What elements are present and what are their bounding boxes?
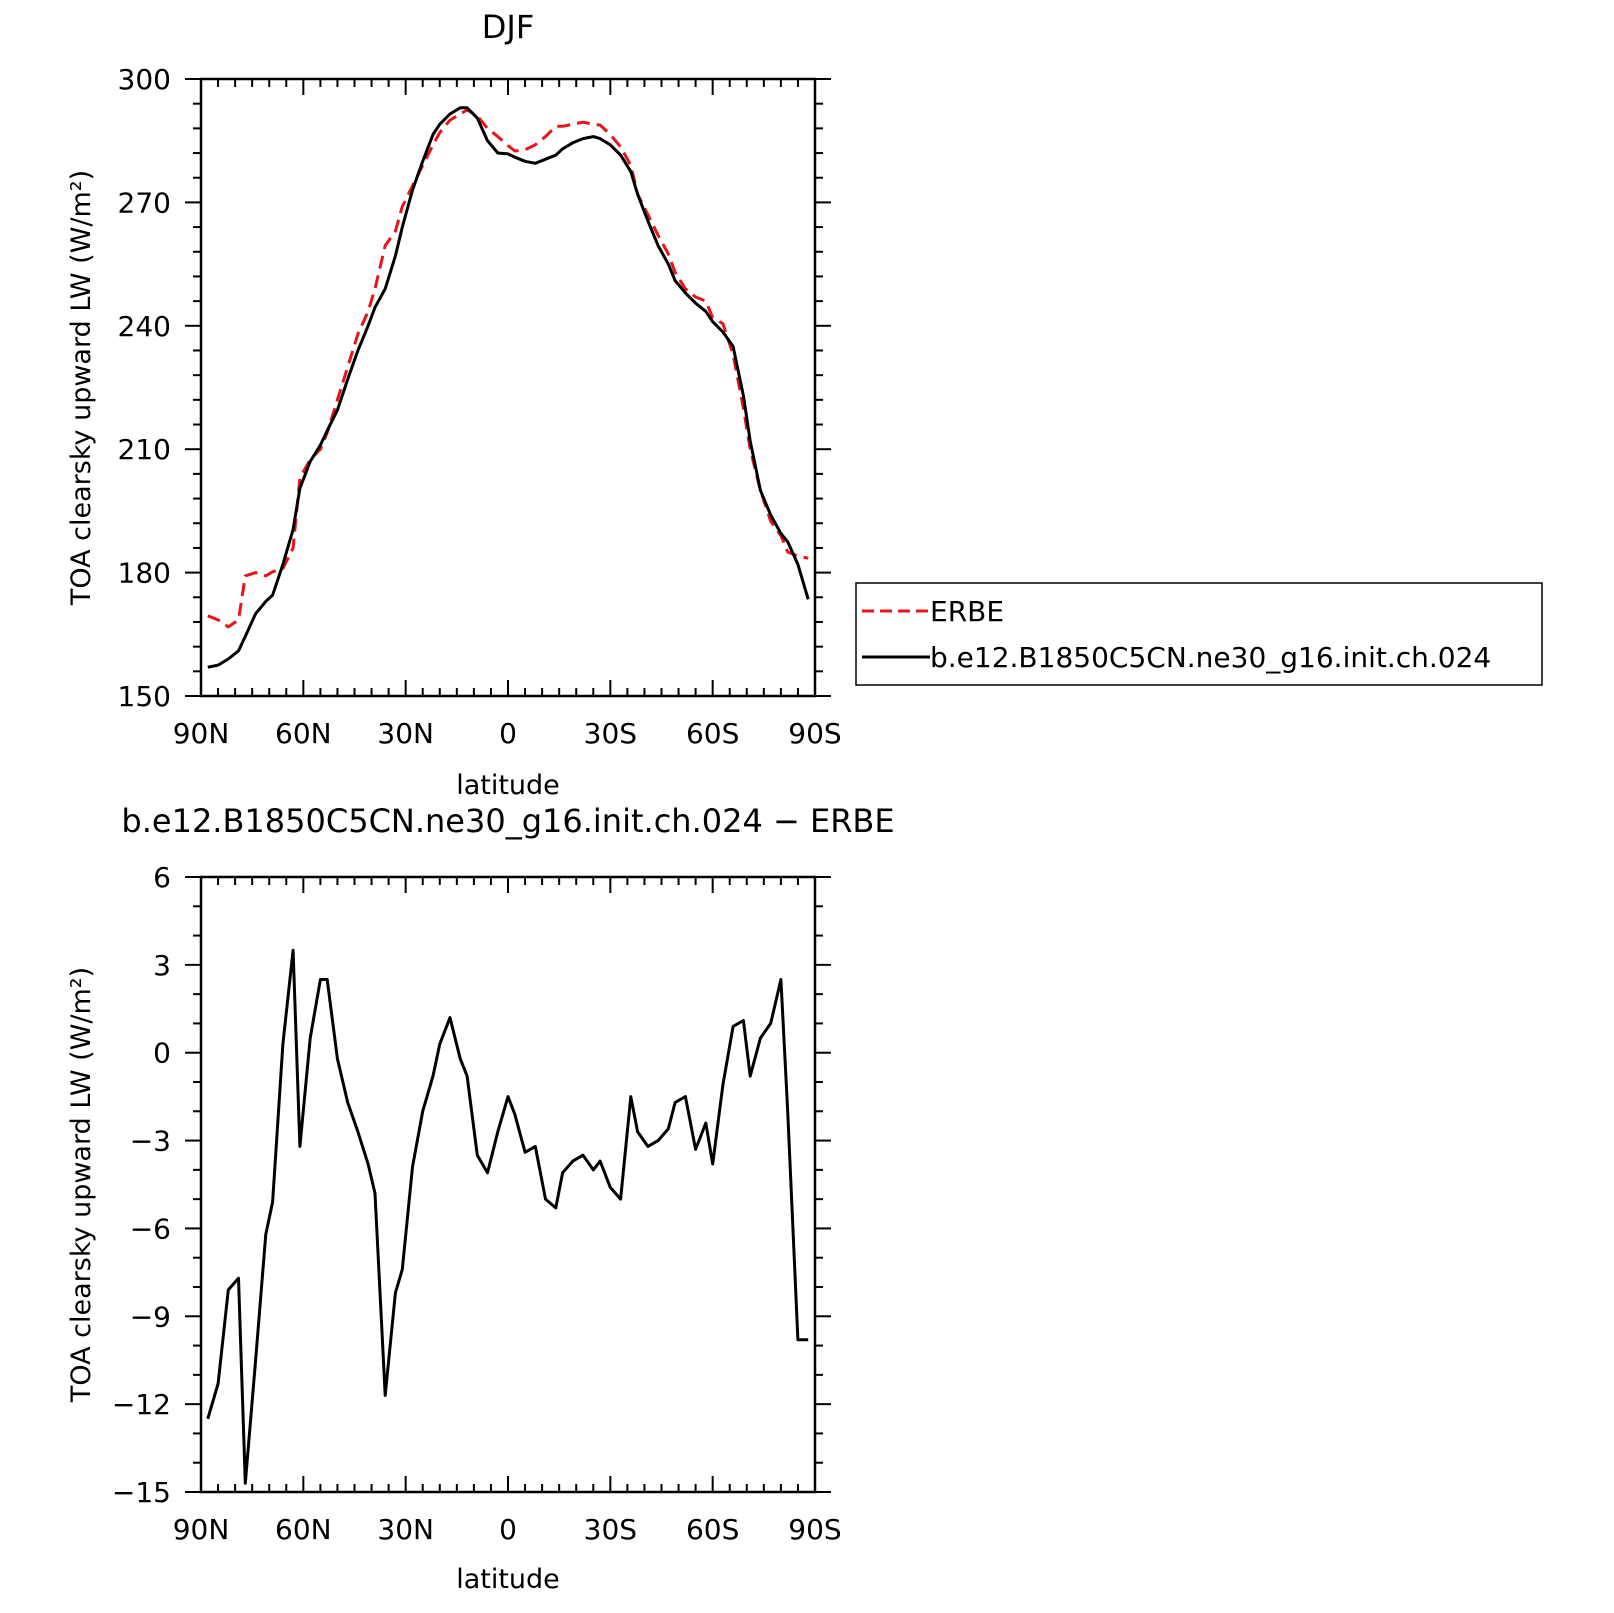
bottom-y-tick-label: 0 bbox=[153, 1037, 171, 1070]
bottom-panel-ticks bbox=[185, 876, 831, 1493]
bottom-x-tick-label: 60S bbox=[686, 1513, 739, 1546]
legend-box bbox=[855, 582, 1543, 686]
top-panel-series bbox=[207, 106, 810, 669]
top-x-tick-label: 90S bbox=[788, 717, 841, 750]
bottom-panel-series bbox=[206, 948, 809, 1485]
bottom-series-line-0 bbox=[206, 948, 809, 1485]
top-x-tick-label: 60N bbox=[275, 717, 332, 750]
bottom-x-tick-label: 30S bbox=[584, 1513, 637, 1546]
bottom-panel-tick-labels: 90N 60N 30N 0 30S 60S 90S −15 −12 −9 −6 −3 0 3 6 bbox=[112, 861, 842, 1546]
top-panel-y-axis-title: TOA clearsky upward LW (W/m²) bbox=[66, 170, 97, 606]
top-series-line-1 bbox=[207, 106, 810, 669]
bottom-panel-x-axis-title: latitude bbox=[456, 1564, 560, 1595]
legend-label-model: b.e12.B1850C5CN.ne30_g16.init.ch.024 bbox=[930, 641, 1491, 674]
top-panel-tick-labels: 90N 60N 30N 0 30S 60S 90S 150 180 210 240 270 300 bbox=[118, 63, 842, 750]
top-series-line-0 bbox=[207, 108, 809, 629]
bottom-y-tick-label: 3 bbox=[153, 949, 171, 982]
bottom-panel-title: b.e12.B1850C5CN.ne30_g16.init.ch.024 − E… bbox=[121, 802, 894, 840]
top-x-tick-label: 30N bbox=[377, 717, 434, 750]
bottom-y-tick-label: −6 bbox=[130, 1212, 171, 1245]
bottom-x-tick-label: 0 bbox=[499, 1513, 517, 1546]
top-y-tick-label: 210 bbox=[118, 433, 171, 466]
top-panel: DJF 90N 60N 30N 0 30S 60S 90S 150 180 210 240 270 30… bbox=[66, 8, 842, 801]
bottom-panel-plot-frame bbox=[199, 875, 817, 1494]
legend: ERBE b.e12.B1850C5CN.ne30_g16.init.ch.02… bbox=[855, 582, 1543, 686]
top-panel-title: DJF bbox=[482, 8, 534, 46]
bottom-x-tick-label: 30N bbox=[377, 1513, 434, 1546]
top-x-tick-label: 90N bbox=[173, 717, 230, 750]
bottom-x-tick-label: 90S bbox=[788, 1513, 841, 1546]
top-panel-plot-frame bbox=[199, 77, 817, 698]
bottom-y-tick-label: 6 bbox=[153, 861, 171, 894]
bottom-y-tick-label: −3 bbox=[130, 1125, 171, 1158]
bottom-x-tick-label: 60N bbox=[275, 1513, 332, 1546]
top-x-tick-label: 30S bbox=[584, 717, 637, 750]
top-x-tick-label: 60S bbox=[686, 717, 739, 750]
top-y-tick-label: 240 bbox=[118, 310, 171, 343]
top-x-tick-label: 0 bbox=[499, 717, 517, 750]
bottom-panel: b.e12.B1850C5CN.ne30_g16.init.ch.024 − E… bbox=[66, 802, 895, 1595]
bottom-x-tick-label: 90N bbox=[173, 1513, 230, 1546]
top-y-tick-label: 270 bbox=[118, 186, 171, 219]
top-y-tick-label: 180 bbox=[118, 557, 171, 590]
bottom-y-tick-label: −12 bbox=[112, 1388, 171, 1421]
bottom-panel-y-axis-title: TOA clearsky upward LW (W/m²) bbox=[66, 967, 97, 1403]
bottom-y-tick-label: −15 bbox=[112, 1476, 171, 1509]
legend-label-erbe: ERBE bbox=[930, 595, 1004, 628]
top-y-tick-label: 300 bbox=[118, 63, 171, 96]
top-panel-x-axis-title: latitude bbox=[456, 770, 560, 801]
top-y-tick-label: 150 bbox=[118, 680, 171, 713]
bottom-y-tick-label: −9 bbox=[130, 1300, 171, 1333]
top-panel-ticks bbox=[185, 78, 831, 697]
